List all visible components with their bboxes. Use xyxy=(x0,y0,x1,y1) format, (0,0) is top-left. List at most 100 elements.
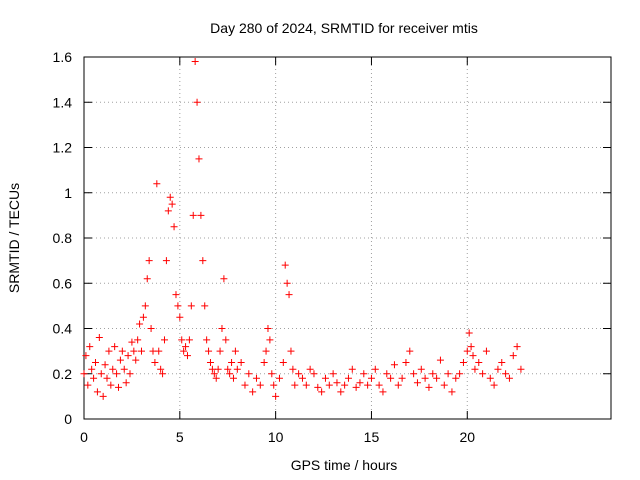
data-point xyxy=(113,370,121,378)
data-point xyxy=(387,374,395,382)
data-point xyxy=(120,365,128,373)
y-tick-label: 0.8 xyxy=(53,230,73,246)
data-point xyxy=(270,381,278,389)
x-tick-label: 10 xyxy=(268,429,284,445)
data-point xyxy=(318,388,326,396)
data-point xyxy=(505,374,513,382)
data-point xyxy=(352,383,360,391)
data-point xyxy=(174,302,182,310)
data-point xyxy=(398,374,406,382)
data-point xyxy=(459,358,467,366)
data-point xyxy=(197,211,205,219)
data-point xyxy=(193,98,201,106)
data-point xyxy=(421,374,429,382)
data-point xyxy=(337,388,345,396)
x-tick-label: 0 xyxy=(80,429,88,445)
data-point xyxy=(231,347,239,355)
data-point xyxy=(128,338,136,346)
data-point xyxy=(375,381,383,389)
data-point xyxy=(226,370,234,378)
data-point xyxy=(256,381,264,389)
data-point xyxy=(136,320,144,328)
data-point xyxy=(279,358,287,366)
data-point xyxy=(295,370,303,378)
data-point xyxy=(383,370,391,378)
data-point xyxy=(182,343,190,351)
data-point xyxy=(360,370,368,378)
data-point xyxy=(224,365,232,373)
data-point xyxy=(417,365,425,373)
data-point xyxy=(93,388,101,396)
data-point xyxy=(281,261,289,269)
data-point xyxy=(479,370,487,378)
y-tick-label: 1.6 xyxy=(53,49,73,65)
data-point xyxy=(502,370,510,378)
data-point xyxy=(168,200,176,208)
data-point xyxy=(371,365,379,373)
x-tick-label: 20 xyxy=(459,429,475,445)
grid-lines xyxy=(84,57,611,419)
data-point xyxy=(266,336,274,344)
data-point xyxy=(218,325,226,332)
data-point xyxy=(90,374,98,382)
data-point xyxy=(402,358,410,366)
data-point xyxy=(114,383,122,391)
data-point xyxy=(180,347,188,355)
data-point xyxy=(159,370,167,378)
data-point xyxy=(469,352,477,360)
data-point xyxy=(436,356,444,364)
data-point xyxy=(101,361,109,369)
data-point xyxy=(452,374,460,382)
y-tick-label: 1 xyxy=(64,185,72,201)
x-axis-ticks: 0 5 10 15 20 xyxy=(80,57,475,445)
data-point xyxy=(456,370,464,378)
data-point xyxy=(210,370,218,378)
data-point xyxy=(272,392,280,400)
data-point xyxy=(183,352,191,360)
data-point xyxy=(170,223,178,231)
data-point xyxy=(178,336,186,344)
data-point xyxy=(88,365,96,373)
y-axis-label: SRMTID / TECUs xyxy=(6,183,22,293)
data-point xyxy=(302,381,310,389)
data-point xyxy=(509,352,517,360)
data-point xyxy=(206,358,214,366)
data-point xyxy=(199,257,207,265)
data-point xyxy=(191,58,199,66)
data-point xyxy=(490,381,498,389)
data-point xyxy=(429,370,437,378)
data-point xyxy=(344,374,352,382)
data-point xyxy=(494,365,502,373)
data-point xyxy=(147,325,155,332)
data-point xyxy=(189,211,197,219)
data-point xyxy=(214,365,222,373)
data-point xyxy=(448,388,456,396)
data-point xyxy=(143,275,151,283)
y-tick-label: 0.4 xyxy=(53,321,73,337)
data-point xyxy=(268,370,276,378)
data-point xyxy=(157,365,165,373)
y-tick-label: 1.2 xyxy=(53,140,73,156)
data-point xyxy=(517,365,525,373)
data-point xyxy=(97,370,105,378)
data-point xyxy=(463,347,471,355)
data-point xyxy=(237,358,245,366)
data-point xyxy=(176,313,184,321)
y-tick-label: 0.6 xyxy=(53,275,73,291)
data-point xyxy=(145,257,153,265)
data-point xyxy=(222,336,230,344)
data-point xyxy=(134,336,142,344)
data-point xyxy=(216,347,224,355)
x-tick-label: 5 xyxy=(176,429,184,445)
data-point xyxy=(155,347,163,355)
data-point xyxy=(367,374,375,382)
data-point xyxy=(166,193,174,201)
data-point xyxy=(162,257,170,265)
data-point xyxy=(465,329,473,337)
data-point xyxy=(394,381,402,389)
data-point xyxy=(233,365,241,373)
y-tick-label: 1.4 xyxy=(53,94,73,110)
data-point xyxy=(364,381,372,389)
data-point xyxy=(341,381,349,389)
data-point xyxy=(486,374,494,382)
